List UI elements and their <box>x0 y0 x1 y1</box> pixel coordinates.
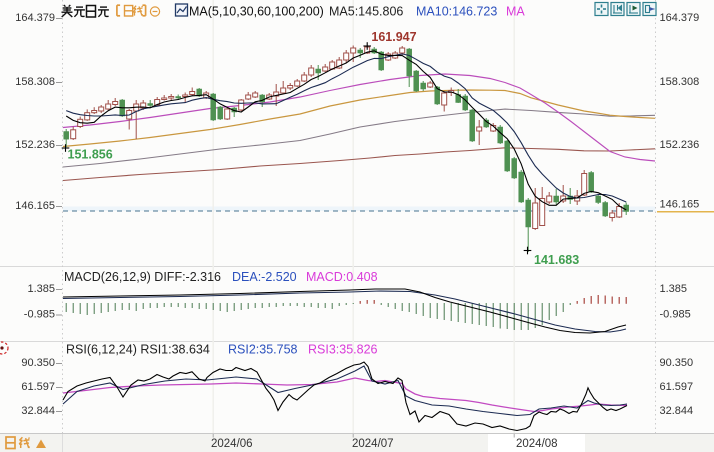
svg-text:152.236: 152.236 <box>15 139 55 151</box>
svg-text:164.379: 164.379 <box>660 12 700 24</box>
svg-text:146.165: 146.165 <box>15 200 55 212</box>
svg-text:-0.985: -0.985 <box>660 309 691 321</box>
svg-text:MA: MA <box>506 5 525 19</box>
svg-text:2024/08: 2024/08 <box>516 438 558 450</box>
svg-text:152.236: 152.236 <box>660 139 700 151</box>
svg-text:RSI(6,12,24) RSI1:38.634: RSI(6,12,24) RSI1:38.634 <box>66 343 210 357</box>
svg-text:RSI2:35.758: RSI2:35.758 <box>228 343 298 357</box>
svg-text:MACD:0.408: MACD:0.408 <box>306 270 378 284</box>
svg-text:161.947: 161.947 <box>371 30 416 44</box>
svg-text:2024/07: 2024/07 <box>352 438 394 450</box>
svg-text:90.350: 90.350 <box>660 357 694 369</box>
svg-text:MA(5,10,30,60,100,200): MA(5,10,30,60,100,200) <box>189 5 324 19</box>
svg-text:RSI3:35.826: RSI3:35.826 <box>308 343 378 357</box>
svg-text:MACD(26,12,9) DIFF:-2.316: MACD(26,12,9) DIFF:-2.316 <box>64 270 221 284</box>
svg-text:158.308: 158.308 <box>15 76 55 88</box>
svg-text:151.856: 151.856 <box>68 148 113 162</box>
svg-text:MA10:146.723: MA10:146.723 <box>416 5 497 19</box>
svg-text:-0.985: -0.985 <box>24 309 55 321</box>
svg-text:DEA:-2.520: DEA:-2.520 <box>232 270 297 284</box>
svg-text:MA5:145.806: MA5:145.806 <box>329 5 403 19</box>
svg-text:1.385: 1.385 <box>660 283 688 295</box>
svg-text:32.844: 32.844 <box>21 405 55 417</box>
svg-text:2024/06: 2024/06 <box>211 438 253 450</box>
svg-text:61.597: 61.597 <box>21 381 55 393</box>
svg-text:146.165: 146.165 <box>660 199 700 211</box>
svg-text:1.385: 1.385 <box>27 283 55 295</box>
svg-text:61.597: 61.597 <box>660 381 694 393</box>
svg-text:90.350: 90.350 <box>21 357 55 369</box>
svg-text:164.379: 164.379 <box>15 12 55 24</box>
svg-text:141.683: 141.683 <box>534 253 579 267</box>
svg-text:32.844: 32.844 <box>660 405 694 417</box>
svg-text:158.308: 158.308 <box>660 76 700 88</box>
